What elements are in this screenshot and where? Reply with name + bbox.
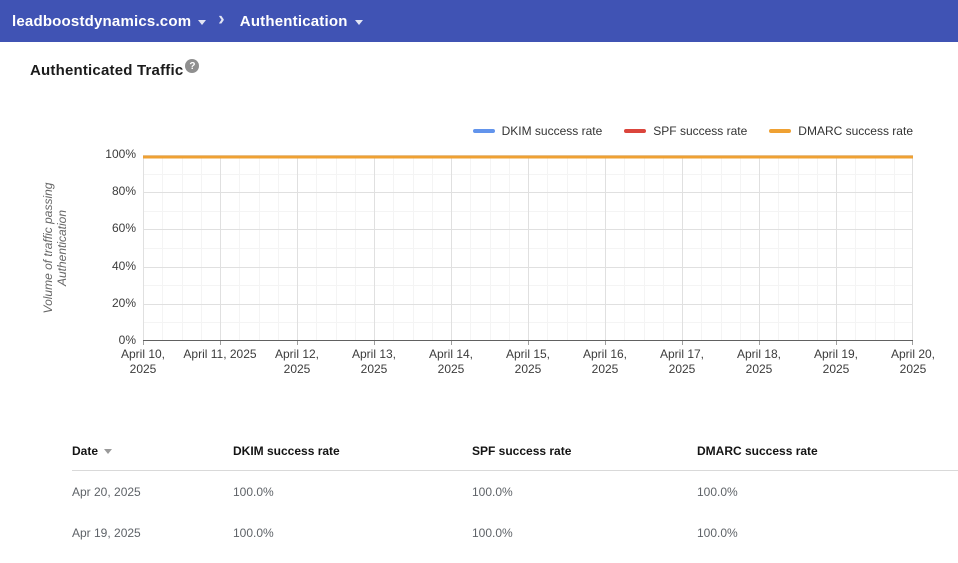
table-header-divider <box>72 470 958 471</box>
x-tick-label: April 20, 2025 <box>890 347 936 376</box>
cell-value: 100.0% <box>472 525 513 540</box>
y-tick-label: 40% <box>111 258 136 273</box>
domain-selector[interactable]: leadboostdynamics.com <box>12 12 207 30</box>
y-axis-title: Volume of traffic passing Authentication <box>40 163 70 333</box>
cell-date: Apr 20, 2025 <box>72 484 141 499</box>
y-axis-title-text: Volume of traffic passing Authentication <box>41 182 69 314</box>
column-header-dmarc-success-rate[interactable]: DMARC success rate <box>697 444 958 458</box>
x-tick-label: April 17, 2025 <box>659 347 705 376</box>
y-tick-label: 0% <box>118 333 136 347</box>
dkim-line-swatch-icon <box>472 129 495 133</box>
x-tick-label: April 18, 2025 <box>736 347 782 376</box>
page-title: Authenticated Traffic <box>30 62 184 79</box>
cell-value: 100.0% <box>697 525 738 540</box>
legend-item-dmarc: DMARC success rate <box>769 124 913 138</box>
y-tick-label: 100% <box>105 147 136 161</box>
cell-value: 100.0% <box>233 525 274 540</box>
legend-item-spf: SPF success rate <box>624 124 747 138</box>
legend-item-dkim: DKIM success rate <box>472 124 603 138</box>
help-icon[interactable]: ? <box>185 59 200 73</box>
x-tick-label: April 13, 2025 <box>351 347 397 376</box>
y-tick-label: 80% <box>111 184 136 199</box>
x-tick-label: April 15, 2025 <box>505 347 551 376</box>
dmarc-line-swatch-icon <box>769 129 792 133</box>
x-tick-label: April 14, 2025 <box>428 347 474 376</box>
domain-label: leadboostdynamics.com <box>12 12 192 30</box>
section-selector[interactable]: Authentication <box>240 13 363 30</box>
table-row: Apr 19, 2025 100.0% 100.0% 100.0% <box>60 512 958 553</box>
x-tick-label: April 19, 2025 <box>813 347 859 376</box>
table-body: Apr 20, 2025 100.0% 100.0% 100.0% Apr 19, 20… <box>60 471 958 553</box>
sort-desc-icon <box>104 449 113 454</box>
cell-value: 100.0% <box>472 484 513 499</box>
top-nav-bar: leadboostdynamics.com › Authentication <box>0 0 958 42</box>
data-table: Date DKIM success rate SPF success rate DMA… <box>60 432 958 553</box>
breadcrumb-chevron-icon: › <box>218 9 225 30</box>
column-header-label: DKIM success rate <box>233 444 340 458</box>
legend-label: DKIM success rate <box>501 124 603 138</box>
column-header-dkim-success-rate[interactable]: DKIM success rate <box>233 444 472 458</box>
x-tick-label: April 10, 2025 <box>120 347 166 376</box>
x-tick-label: April 12, 2025 <box>274 347 320 376</box>
y-tick-label: 20% <box>111 295 136 310</box>
section-label: Authentication <box>239 12 348 30</box>
column-header-label: SPF success rate <box>472 444 572 458</box>
spf-line-swatch-icon <box>624 129 647 133</box>
table-row: Apr 20, 2025 100.0% 100.0% 100.0% <box>60 471 958 512</box>
chart-plot-area[interactable] <box>143 155 913 347</box>
y-tick-label: 60% <box>111 221 136 236</box>
legend-label: DMARC success rate <box>798 124 913 138</box>
dropdown-caret-icon <box>198 19 207 25</box>
dropdown-caret-icon <box>354 19 363 25</box>
legend-label: SPF success rate <box>653 124 748 138</box>
cell-value: 100.0% <box>233 484 274 499</box>
cell-value: 100.0% <box>697 484 738 499</box>
column-header-date[interactable]: Date <box>72 444 233 458</box>
table-header-row: Date DKIM success rate SPF success rate DMA… <box>60 432 958 470</box>
column-header-spf-success-rate[interactable]: SPF success rate <box>472 444 697 458</box>
column-header-label: Date <box>72 444 99 458</box>
title-row: Authenticated Traffic ? <box>30 59 200 79</box>
column-header-label: DMARC success rate <box>697 444 818 458</box>
cell-date: Apr 19, 2025 <box>72 525 141 540</box>
chart-legend: DKIM success rate SPF success rate DMARC… <box>472 124 913 138</box>
x-tick-label: April 16, 2025 <box>582 347 628 376</box>
x-tick-label: April 11, 2025 <box>183 347 257 361</box>
